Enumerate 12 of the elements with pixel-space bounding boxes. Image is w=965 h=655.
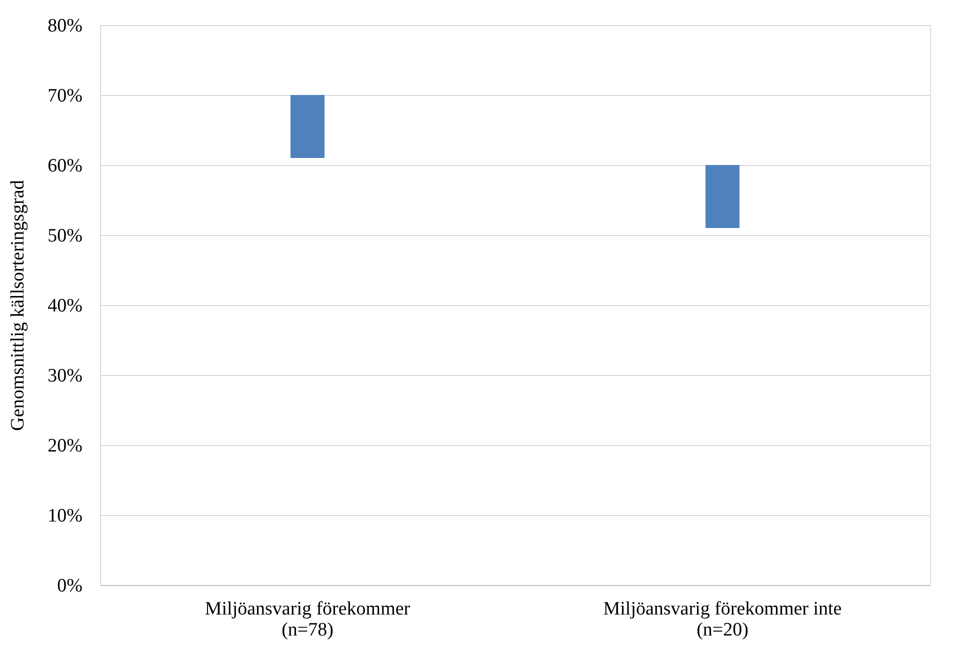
y-tick-label: 0% [57,576,83,596]
x-tick-label: Miljöansvarig förekommer inte (n=20) [603,598,842,640]
y-tick-label: 50% [48,226,83,246]
y-tick-label: 40% [48,296,83,316]
y-tick-label: 10% [48,506,83,526]
y-axis-title: Genomsnittlig källsorteringsgrad [8,180,29,431]
y-tick-label: 70% [48,86,83,106]
y-tick-label: 80% [48,16,83,36]
y-tick-label: 20% [48,436,83,456]
y-tick-label: 30% [48,366,83,386]
y-tick-label: 60% [48,156,83,176]
x-tick-label: Miljöansvarig förekommer (n=78) [204,598,411,640]
